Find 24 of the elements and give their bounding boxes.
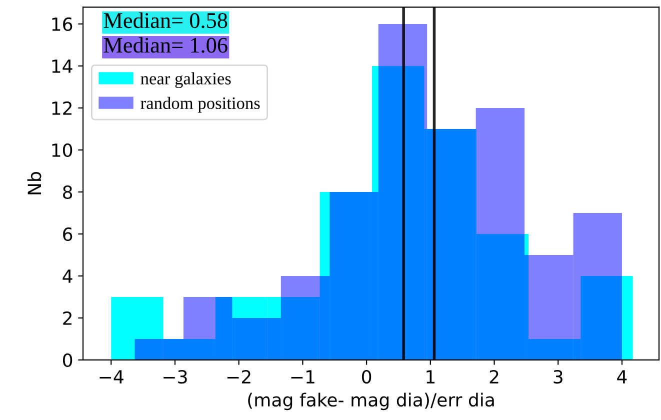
x-tick-label: −1 — [291, 370, 314, 384]
y-axis-title: Nb — [27, 172, 42, 194]
legend-label: random positions — [140, 96, 260, 113]
y-tick-label: 10 — [52, 143, 72, 158]
legend-label: near galaxies — [140, 72, 231, 88]
annotation: Median= 0.58 — [104, 12, 228, 28]
y-tick-label: 14 — [52, 60, 72, 73]
x-tick-label: 0 — [362, 370, 372, 384]
y-tick-label: 12 — [52, 101, 72, 115]
x-tick-label: 4 — [617, 370, 627, 384]
x-axis-title: (mag fake- mag dia)/err dia — [248, 392, 494, 410]
x-tick-label: −2 — [227, 370, 250, 384]
y-tick-label: 6 — [63, 227, 72, 242]
y-tick-label: 8 — [63, 185, 72, 200]
x-tick-label: 3 — [554, 370, 562, 384]
y-tick-label: 16 — [52, 17, 72, 32]
x-tick-label: 2 — [490, 370, 498, 384]
y-tick-label: 0 — [63, 353, 72, 368]
annotation: Median= 1.06 — [104, 37, 228, 53]
x-tick-label: −4 — [100, 370, 124, 384]
y-tick-label: 2 — [63, 311, 72, 325]
y-tick-label: 4 — [62, 270, 72, 283]
x-tick-label: −3 — [164, 370, 187, 384]
x-tick-label: 1 — [426, 370, 434, 384]
